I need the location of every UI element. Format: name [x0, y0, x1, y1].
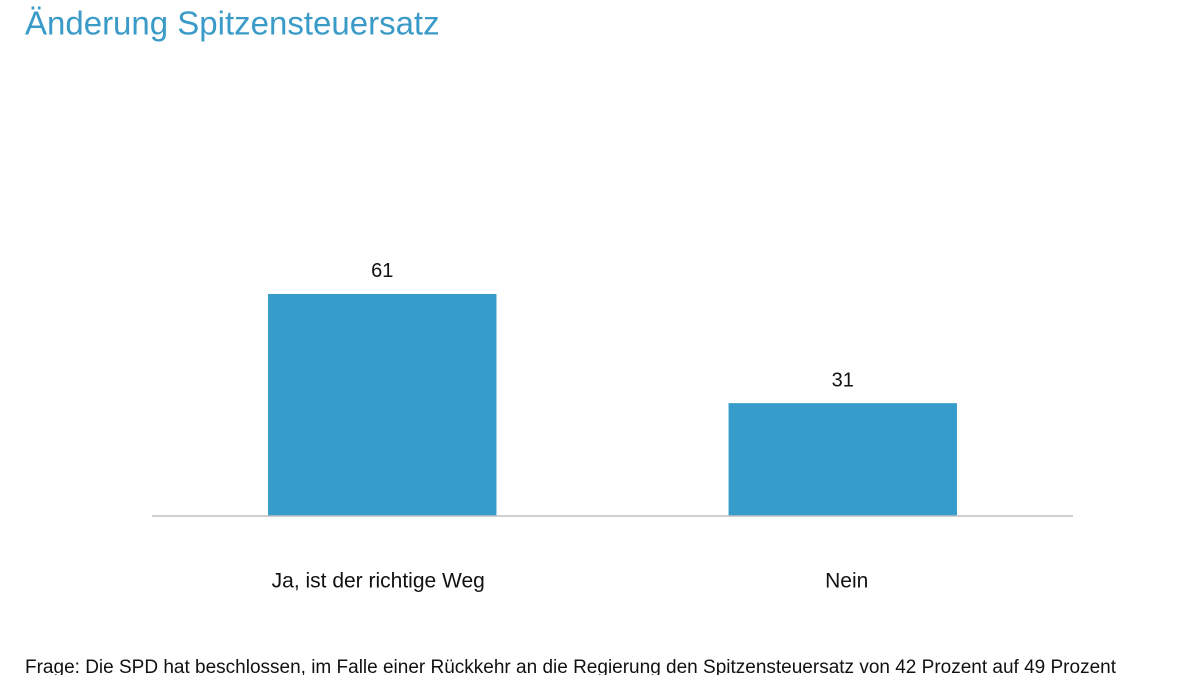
- footnote: Frage: Die SPD hat beschlossen, im Falle…: [25, 657, 1117, 675]
- bar: [268, 293, 497, 516]
- x-tick-label: Nein: [825, 570, 868, 593]
- value-label: 31: [832, 369, 854, 391]
- x-tick-label: Ja, ist der richtige Weg: [272, 570, 485, 593]
- value-label: 61: [371, 260, 393, 282]
- bar: [728, 403, 957, 516]
- chart-title: Änderung Spitzensteuersatz: [25, 5, 440, 42]
